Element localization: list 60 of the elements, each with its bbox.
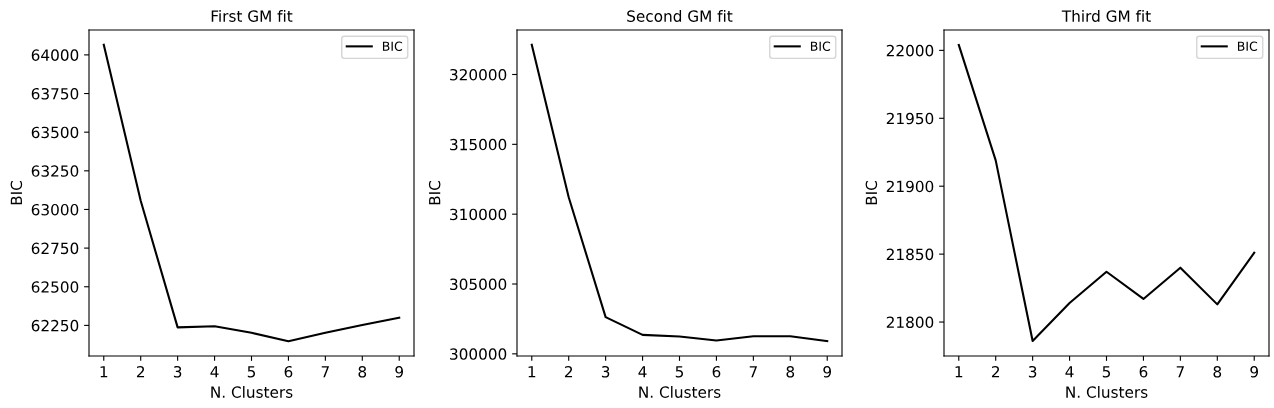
x-tick-label: 5 xyxy=(1102,366,1111,378)
x-tick-label: 8 xyxy=(786,365,795,378)
y-tick-label: 300000 xyxy=(450,348,507,360)
chart-title: Second GM fit xyxy=(627,10,733,22)
y-tick-label: 21850 xyxy=(886,248,934,261)
x-tick-label: 6 xyxy=(712,365,721,378)
y-tick-label: 62750 xyxy=(31,242,79,255)
y-tick-label: 21950 xyxy=(886,112,934,125)
x-tick-label: 7 xyxy=(1176,366,1184,378)
y-tick-label: 320000 xyxy=(450,68,507,81)
legend-label: BIC xyxy=(1237,41,1258,51)
x-tick-label: 1 xyxy=(100,366,108,378)
x-tick-label: 2 xyxy=(564,365,573,378)
line-series xyxy=(102,43,401,343)
x-tick-label: 2 xyxy=(991,365,1000,378)
y-axis-title: BIC xyxy=(865,181,878,205)
x-tick-label: 1 xyxy=(955,366,963,378)
y-tick-label: 22000 xyxy=(886,44,934,57)
chart-title: First GM fit xyxy=(211,10,293,22)
y-axis-title: BIC xyxy=(10,181,23,205)
y-tick-label: 62250 xyxy=(31,319,79,332)
legend-label: BIC xyxy=(810,41,831,51)
x-tick-label: 8 xyxy=(1213,365,1222,378)
x-tick-label: 9 xyxy=(1250,365,1259,378)
y-tick-label: 63500 xyxy=(31,126,79,139)
x-tick-label: 5 xyxy=(247,366,256,378)
y-tick-label: 64000 xyxy=(31,49,79,61)
x-tick-label: 5 xyxy=(675,366,684,378)
x-tick-label: 3 xyxy=(1028,365,1037,378)
x-tick-label: 7 xyxy=(749,366,757,378)
x-tick-label: 4 xyxy=(210,366,219,378)
y-tick-label: 62500 xyxy=(31,281,79,293)
x-axis-title: N. Clusters xyxy=(211,386,293,398)
y-axis-title: BIC xyxy=(428,181,441,205)
x-tick-label: 3 xyxy=(601,365,610,378)
y-tick-label: 63750 xyxy=(31,88,79,100)
x-tick-label: 4 xyxy=(1065,366,1074,378)
line-series xyxy=(957,43,1256,343)
x-tick-label: 1 xyxy=(528,366,536,378)
x-axis-title: N. Clusters xyxy=(639,386,721,398)
y-tick-label: 305000 xyxy=(450,278,507,291)
y-tick-label: 315000 xyxy=(450,138,507,151)
y-tick-label: 63000 xyxy=(31,203,79,216)
x-tick-label: 4 xyxy=(638,366,647,378)
line-series xyxy=(530,43,829,343)
y-tick-label: 21900 xyxy=(886,180,934,193)
x-tick-label: 9 xyxy=(395,365,404,378)
x-tick-label: 3 xyxy=(173,365,182,378)
y-tick-label: 63250 xyxy=(31,165,79,177)
x-tick-label: 6 xyxy=(284,365,293,378)
y-tick-label: 310000 xyxy=(450,208,507,221)
x-tick-label: 7 xyxy=(321,366,329,378)
chart-title: Third GM fit xyxy=(1061,10,1151,22)
x-axis-title: N. Clusters xyxy=(1066,386,1148,398)
x-tick-label: 8 xyxy=(358,365,367,378)
x-tick-label: 2 xyxy=(136,365,145,378)
x-tick-label: 6 xyxy=(1139,365,1148,378)
legend-label: BIC xyxy=(382,41,403,51)
y-tick-label: 21800 xyxy=(886,316,934,329)
x-tick-label: 9 xyxy=(823,365,832,378)
